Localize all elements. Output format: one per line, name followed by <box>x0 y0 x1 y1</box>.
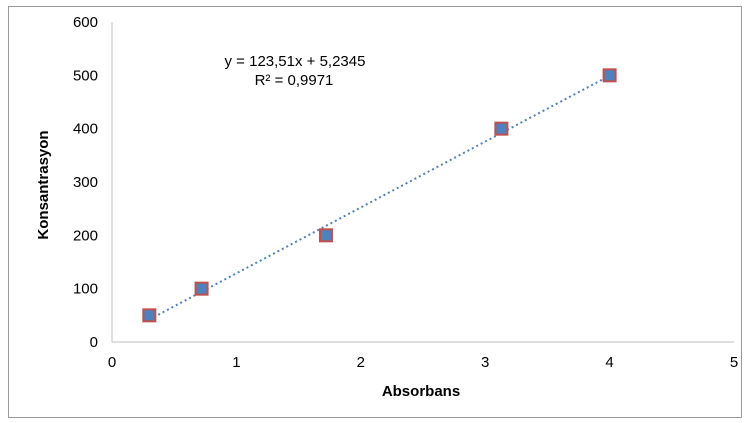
y-tick-label: 100 <box>73 281 98 298</box>
trendline <box>148 74 611 321</box>
trendline-layer <box>148 74 611 321</box>
x-axis-title: Absorbans <box>382 383 460 400</box>
trendline-r-squared: R² = 0,9971 <box>255 72 334 89</box>
data-point <box>494 121 509 136</box>
tick-labels: 0 1 2 3 4 5 0 100 200 300 400 500 600 <box>73 14 738 371</box>
data-point <box>194 281 209 296</box>
x-tick-label: 0 <box>108 354 116 371</box>
trendline-equation: y = 123,51x + 5,2345 <box>225 53 366 70</box>
y-tick-label: 500 <box>73 67 98 84</box>
y-axis-title: Konsantrasyon <box>35 130 52 239</box>
chart-frame <box>8 6 742 418</box>
data-point <box>318 228 333 243</box>
data-point <box>142 308 157 323</box>
y-tick-label: 0 <box>90 334 98 351</box>
x-tick-label: 5 <box>730 354 738 371</box>
axes <box>111 22 734 343</box>
x-tick-label: 4 <box>605 354 613 371</box>
x-tick-label: 3 <box>481 354 489 371</box>
data-points <box>142 68 617 323</box>
x-tick-label: 1 <box>232 354 240 371</box>
y-tick-label: 300 <box>73 174 98 191</box>
y-tick-label: 600 <box>73 14 98 31</box>
x-tick-label: 2 <box>357 354 365 371</box>
data-point <box>602 68 617 83</box>
y-tick-label: 400 <box>73 121 98 138</box>
y-tick-label: 200 <box>73 227 98 244</box>
